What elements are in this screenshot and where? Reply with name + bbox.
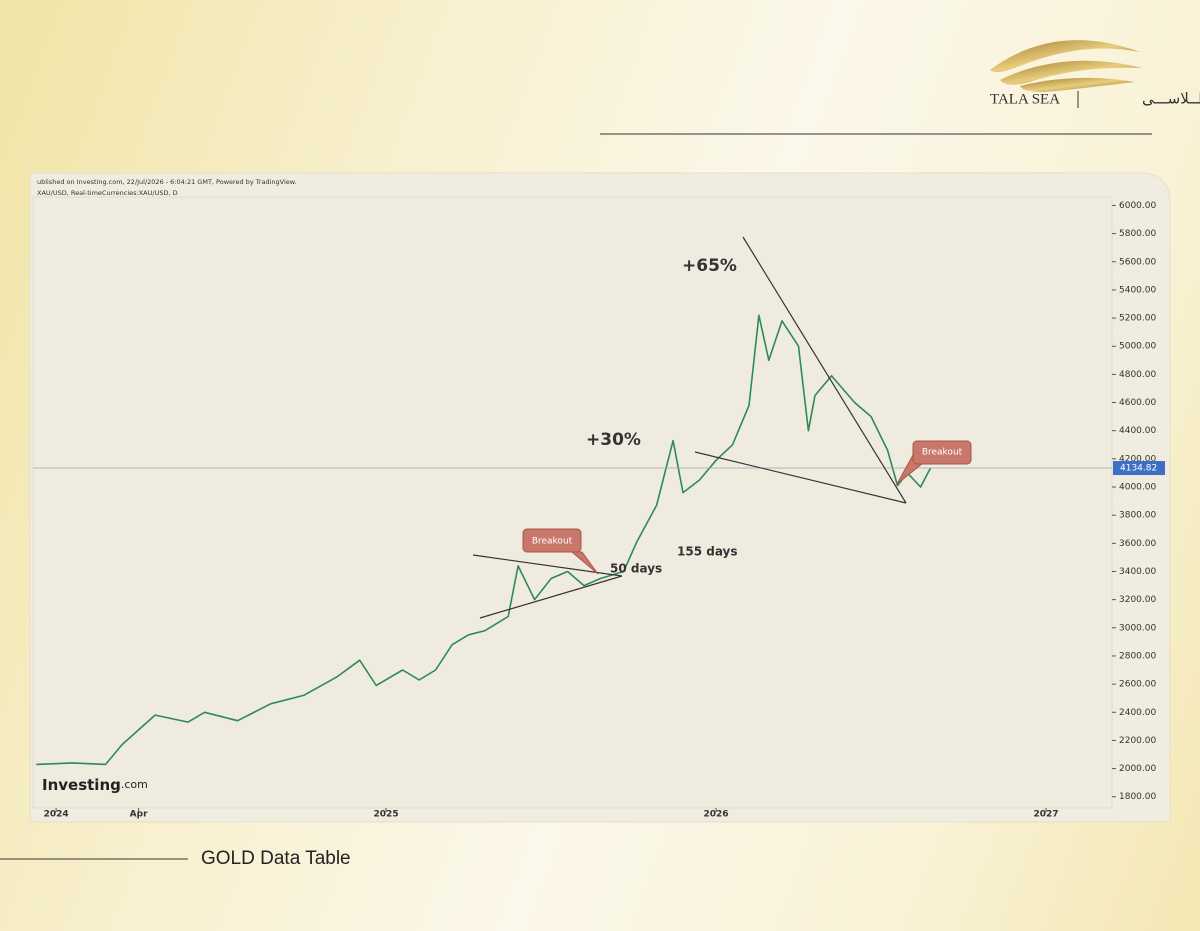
last-price-box bbox=[1113, 461, 1165, 476]
brand-name: TALA SEA bbox=[990, 91, 1060, 107]
y-tick-label: 3800.00 bbox=[1119, 511, 1156, 521]
callout-box bbox=[912, 440, 972, 465]
y-tick-label: 5600.00 bbox=[1119, 257, 1156, 267]
y-tick-label: 4400.00 bbox=[1119, 426, 1156, 436]
plot: 1800.00 2000.00 2200.00 2400.00 2600.00 2800.… bbox=[33, 201, 1165, 820]
x-tick-label: 2024 bbox=[44, 810, 69, 820]
y-tick-label: 2000.00 bbox=[1119, 764, 1156, 774]
last-price-label: 4134.82 bbox=[1120, 464, 1157, 474]
y-tick-label: 4800.00 bbox=[1119, 370, 1156, 380]
annotation: 155 days bbox=[677, 545, 738, 559]
y-tick-label: 5800.00 bbox=[1119, 229, 1156, 239]
y-tick-label: 6000.00 bbox=[1119, 201, 1156, 211]
annotation: +30% bbox=[586, 430, 641, 450]
x-tick-label: 2027 bbox=[1033, 810, 1058, 820]
trend-line bbox=[479, 575, 623, 619]
logo-wave bbox=[1000, 60, 1142, 85]
watermark-suffix: .com bbox=[121, 778, 148, 791]
logo: TALA SEA طــلاســـى bbox=[990, 40, 1200, 108]
plot-area bbox=[32, 196, 1113, 809]
x-tick-label: 2026 bbox=[704, 810, 729, 820]
callout: Breakout bbox=[522, 528, 599, 575]
y-tick-label: 3400.00 bbox=[1119, 567, 1156, 577]
y-tick-label: 4600.00 bbox=[1119, 398, 1156, 408]
y-tick-label: 5000.00 bbox=[1119, 342, 1156, 352]
x-tick-label: Apr bbox=[130, 810, 148, 820]
y-tick-label: 3600.00 bbox=[1119, 539, 1156, 549]
y-tick-label: 2600.00 bbox=[1119, 680, 1156, 690]
watermark: Investing.com bbox=[42, 776, 148, 794]
annotation: +65% bbox=[682, 256, 737, 276]
logo-wave bbox=[1020, 77, 1135, 92]
symbol-label: XAU/USD, Real-timeCurrencies:XAU/USD, D bbox=[37, 189, 178, 197]
source-note: ublished on Investing.com, 22/Jul/2026 -… bbox=[37, 178, 297, 186]
y-tick-label: 1800.00 bbox=[1119, 792, 1156, 802]
y-tick-label: 4000.00 bbox=[1119, 483, 1156, 493]
footer-title: GOLD Data Table bbox=[201, 848, 351, 869]
callout: Breakout bbox=[896, 440, 972, 485]
annotation: Breakout bbox=[922, 448, 963, 458]
y-tick-label: 4200.00 bbox=[1119, 454, 1156, 464]
logo-wave bbox=[990, 40, 1140, 73]
callout-box bbox=[522, 528, 582, 553]
price-line bbox=[36, 314, 932, 766]
brand-arabic: طــلاســـى bbox=[1142, 90, 1200, 108]
y-tick-label: 2200.00 bbox=[1119, 736, 1156, 746]
watermark-brand: Investing bbox=[42, 776, 121, 794]
y-tick-label: 5200.00 bbox=[1119, 314, 1156, 324]
y-tick-label: 3000.00 bbox=[1119, 623, 1156, 633]
x-tick-label: 2025 bbox=[374, 810, 399, 820]
y-tick-label: 5400.00 bbox=[1119, 285, 1156, 295]
y-tick-label: 2400.00 bbox=[1119, 708, 1156, 718]
y-tick-label: 2800.00 bbox=[1119, 651, 1156, 661]
trend-line bbox=[694, 451, 907, 504]
annotation: Breakout bbox=[532, 537, 573, 547]
annotation: 50 days bbox=[610, 562, 662, 576]
trend-line bbox=[742, 236, 907, 504]
y-tick-label: 3200.00 bbox=[1119, 595, 1156, 605]
